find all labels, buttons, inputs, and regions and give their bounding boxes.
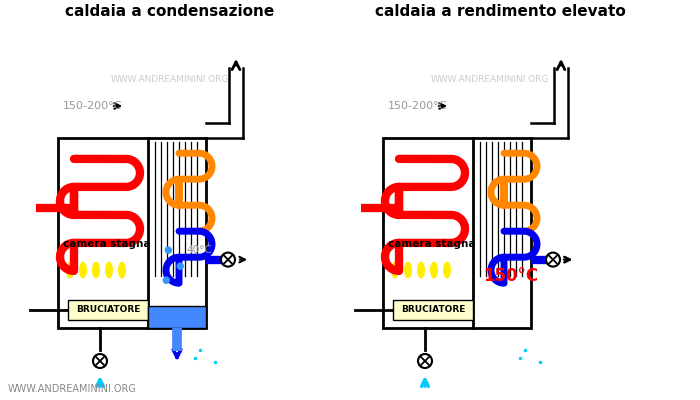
Ellipse shape <box>404 262 412 278</box>
Ellipse shape <box>443 262 451 278</box>
Text: ●: ● <box>176 261 184 271</box>
Text: ●: ● <box>164 245 172 255</box>
Text: 150-200°C: 150-200°C <box>63 101 122 111</box>
Text: caldaia a condensazione: caldaia a condensazione <box>65 4 274 19</box>
Ellipse shape <box>430 262 438 278</box>
Ellipse shape <box>417 262 425 278</box>
Ellipse shape <box>92 262 100 278</box>
Text: 150-200°C: 150-200°C <box>388 101 447 111</box>
Bar <box>68 300 148 320</box>
Text: camera stagna: camera stagna <box>63 239 150 250</box>
Text: 40°C: 40°C <box>186 245 211 255</box>
Ellipse shape <box>66 262 74 278</box>
Text: BRUCIATORE: BRUCIATORE <box>401 306 466 314</box>
Circle shape <box>93 354 107 368</box>
Text: WWW.ANDREAMININI.ORG: WWW.ANDREAMININI.ORG <box>430 76 550 84</box>
Bar <box>383 138 531 328</box>
Ellipse shape <box>105 262 113 278</box>
Bar <box>58 138 206 328</box>
Ellipse shape <box>118 262 126 278</box>
Text: ●: ● <box>162 275 170 285</box>
Text: caldaia a rendimento elevato: caldaia a rendimento elevato <box>374 4 625 19</box>
Circle shape <box>221 253 235 267</box>
Text: BRUCIATORE: BRUCIATORE <box>76 306 140 314</box>
Text: camera stagna: camera stagna <box>388 239 475 250</box>
Ellipse shape <box>79 262 87 278</box>
Text: WWW.ANDREAMININI.ORG: WWW.ANDREAMININI.ORG <box>8 384 137 394</box>
Circle shape <box>546 253 560 267</box>
Circle shape <box>418 354 432 368</box>
Text: WWW.ANDREAMININI.ORG: WWW.ANDREAMININI.ORG <box>111 76 230 84</box>
Bar <box>393 300 473 320</box>
Ellipse shape <box>391 262 399 278</box>
Bar <box>148 306 206 328</box>
Text: 150°C: 150°C <box>483 267 538 285</box>
